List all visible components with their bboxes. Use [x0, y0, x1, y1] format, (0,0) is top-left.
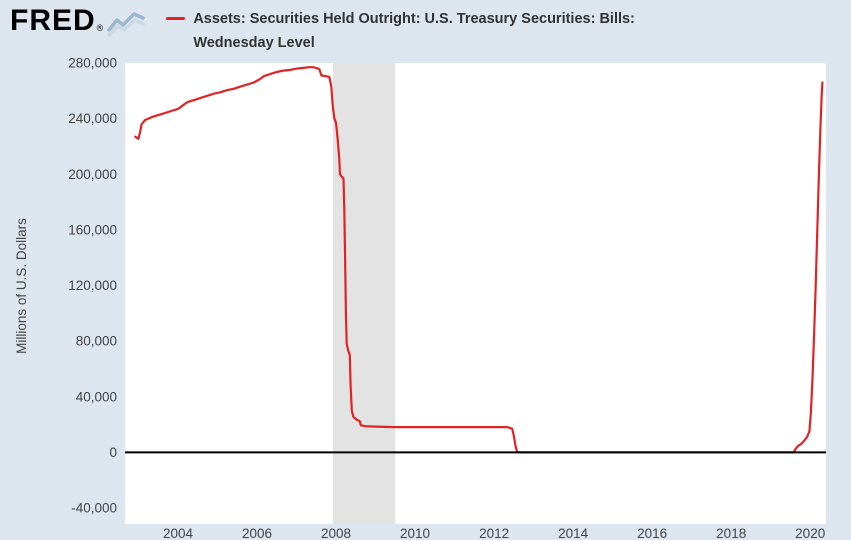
- y-tick-label: 40,000: [76, 389, 117, 404]
- fred-logo-graph-icon: [107, 11, 146, 37]
- chart-header: FRED ® Assets: Securities Held Outright: …: [10, 4, 635, 55]
- legend: Assets: Securities Held Outright: U.S. T…: [166, 7, 635, 55]
- series-title-line1: Assets: Securities Held Outright: U.S. T…: [193, 11, 635, 27]
- x-tick-label: 2004: [163, 526, 194, 540]
- x-tick-label: 2008: [321, 526, 351, 540]
- x-tick-label: 2018: [716, 526, 746, 540]
- registered-mark-icon: ®: [96, 23, 104, 33]
- y-tick-label: 200,000: [68, 167, 117, 182]
- x-tick-label: 2020: [795, 526, 825, 540]
- recession-band: [332, 63, 396, 524]
- plot-area[interactable]: [125, 63, 826, 524]
- y-tick-label: 0: [109, 445, 117, 460]
- x-tick-label: 2010: [400, 526, 430, 540]
- y-tick-label: 160,000: [68, 222, 117, 237]
- y-tick-label: 240,000: [68, 111, 117, 126]
- fred-logo-text: FRED: [10, 4, 96, 37]
- x-tick-label: 2014: [558, 526, 589, 540]
- series-color-swatch: [166, 17, 186, 20]
- y-tick-label: 280,000: [68, 56, 117, 71]
- x-tick-label: 2006: [242, 526, 272, 540]
- series-title: Assets: Securities Held Outright: U.S. T…: [193, 7, 635, 55]
- y-tick-label: -40,000: [71, 501, 117, 516]
- x-tick-label: 2012: [479, 526, 509, 540]
- series-title-line2: Wednesday Level: [193, 35, 315, 51]
- y-tick-label: 80,000: [76, 334, 117, 349]
- x-tick-label: 2016: [637, 526, 667, 540]
- fred-logo[interactable]: FRED ®: [10, 4, 146, 38]
- y-tick-label: 120,000: [68, 278, 117, 293]
- y-axis-title: Millions of U.S. Dollars: [14, 218, 29, 354]
